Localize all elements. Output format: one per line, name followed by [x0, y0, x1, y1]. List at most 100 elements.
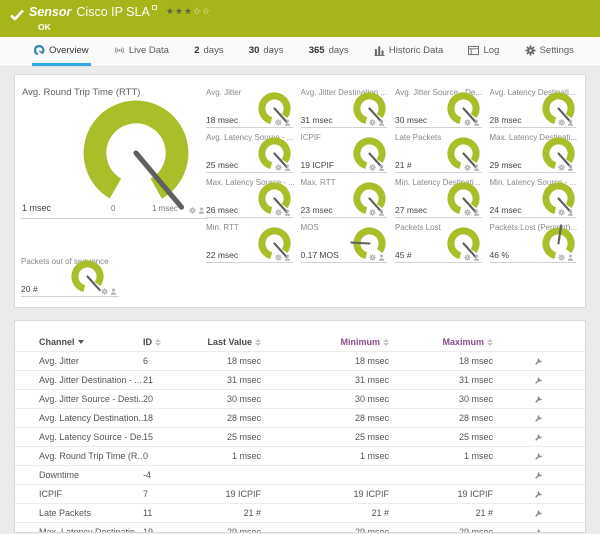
gauge-packets-lost[interactable]: Packets Lost 45 # — [395, 222, 490, 267]
tab-365-days[interactable]: 365 days — [307, 37, 351, 66]
gauge-mini-icons[interactable] — [274, 164, 291, 171]
gauge-mos[interactable]: MOS 0.17 MOS — [300, 222, 396, 267]
wrench-icon[interactable] — [534, 470, 544, 480]
gauge-avg-latency-source[interactable]: Avg. Latency Source - ... 25 msec — [206, 132, 301, 177]
gauge-gear-icon[interactable] — [558, 164, 565, 171]
tab-historic-data[interactable]: Historic Data — [372, 37, 445, 66]
gauge-gear-icon[interactable] — [369, 209, 376, 216]
gauge-gear-icon[interactable] — [558, 254, 565, 261]
wrench-icon[interactable] — [534, 489, 544, 499]
wrench-icon[interactable] — [534, 527, 544, 532]
gauge-min-rtt[interactable]: Min. RTT 22 msec — [206, 222, 301, 267]
gauge-person-icon[interactable] — [284, 119, 291, 126]
gauge-person-icon[interactable] — [284, 164, 291, 171]
table-row[interactable]: Avg. Jitter Source - Desti... 20 30 msec 30… — [15, 389, 585, 408]
gauge-avg-jitter-destination[interactable]: Avg. Jitter Destination ... 31 msec — [300, 87, 396, 132]
gauge-mini-icons[interactable] — [274, 209, 291, 216]
gauge-mini-icons[interactable] — [274, 119, 291, 126]
gauge-avg-jitter-source-de[interactable]: Avg. Jitter Source - De... 30 msec — [395, 87, 490, 132]
gauge-mini-icons[interactable] — [369, 119, 385, 126]
gauge-person-icon[interactable] — [284, 209, 291, 216]
gauge-gear-icon[interactable] — [463, 119, 471, 126]
wrench-icon[interactable] — [534, 356, 544, 366]
gauge-mini-icons[interactable] — [558, 164, 574, 171]
table-row[interactable]: Avg. Jitter Destination - ... 21 31 msec 31… — [15, 370, 585, 389]
gauge-mini-icons[interactable] — [189, 207, 205, 214]
gauge-gear-icon[interactable] — [101, 288, 108, 295]
gauge-person-icon[interactable] — [473, 164, 480, 171]
gauge-person-icon[interactable] — [473, 209, 480, 216]
gauge-mini-icons[interactable] — [369, 254, 385, 261]
gauge-gear-icon[interactable] — [463, 254, 471, 261]
gauge-avg-round-trip-time[interactable]: Avg. Round Trip Time (RTT) 1 msec 0 1 ms… — [21, 83, 207, 219]
gauge-gear-icon[interactable] — [274, 254, 282, 261]
gauge-avg-latency-destinati[interactable]: Avg. Latency Destinati... 28 msec — [489, 87, 585, 132]
wrench-icon[interactable] — [534, 451, 544, 461]
gauge-gear-icon[interactable] — [274, 119, 282, 126]
table-row[interactable]: Max. Latency Destinatio... 19 29 msec 29 ms… — [15, 522, 585, 532]
gauge-icpif[interactable]: ICPIF 19 ICPIF — [300, 132, 396, 177]
gauge-mini-icons[interactable] — [463, 209, 480, 216]
gauge-avg-jitter[interactable]: Avg. Jitter 18 msec — [206, 87, 301, 132]
wrench-icon[interactable] — [534, 375, 544, 385]
tab-settings[interactable]: Settings — [523, 37, 576, 66]
gauge-person-icon[interactable] — [473, 254, 480, 261]
gauge-mini-icons[interactable] — [274, 254, 291, 261]
gauge-mini-icons[interactable] — [369, 209, 385, 216]
gauge-person-icon[interactable] — [567, 254, 574, 261]
table-row[interactable]: Avg. Latency Destination... 18 28 msec 28 m… — [15, 408, 585, 427]
tab-overview[interactable]: Overview — [32, 37, 91, 66]
gauge-person-icon[interactable] — [567, 119, 574, 126]
gauge-gear-icon[interactable] — [558, 119, 565, 126]
wrench-icon[interactable] — [534, 413, 544, 423]
gauge-max-latency-destinati[interactable]: Max. Latency Destinati... 29 msec — [489, 132, 585, 177]
table-row[interactable]: ICPIF 7 19 ICPIF 19 ICPIF 19 ICPIF — [15, 484, 585, 503]
gauge-person-icon[interactable] — [378, 254, 385, 261]
priority-stars[interactable]: ★★★☆☆ — [166, 7, 211, 17]
gauge-gear-icon[interactable] — [463, 209, 471, 216]
gauge-person-icon[interactable] — [567, 209, 574, 216]
wrench-icon[interactable] — [534, 508, 544, 518]
gauge-gear-icon[interactable] — [463, 164, 471, 171]
gauge-max-rtt[interactable]: Max. RTT 23 msec — [300, 177, 396, 222]
column-header-channel[interactable]: Channel — [39, 337, 143, 347]
wrench-icon[interactable] — [534, 394, 544, 404]
gauge-gear-icon[interactable] — [274, 164, 282, 171]
gauge-person-icon[interactable] — [473, 119, 480, 126]
table-row[interactable]: Downtime -4 — [15, 465, 585, 484]
gauge-mini-icons[interactable] — [558, 119, 574, 126]
table-row[interactable]: Avg. Round Trip Time (R... 0 1 msec 1 msec 1… — [15, 446, 585, 465]
tab-live-data[interactable]: Live Data — [112, 37, 171, 66]
gauge-person-icon[interactable] — [378, 164, 385, 171]
gauge-mini-icons[interactable] — [463, 164, 480, 171]
gauge-person-icon[interactable] — [378, 119, 385, 126]
wrench-icon[interactable] — [534, 432, 544, 442]
gauge-min-latency-source[interactable]: Min. Latency Source - ... 24 msec — [489, 177, 585, 222]
gauge-person-icon[interactable] — [110, 288, 117, 295]
table-row[interactable]: Late Packets 11 21 # 21 # 21 # — [15, 503, 585, 522]
table-row[interactable]: Avg. Jitter 6 18 msec 18 msec 18 msec — [15, 351, 585, 370]
gauge-person-icon[interactable] — [284, 254, 291, 261]
gauge-person-icon[interactable] — [378, 209, 385, 216]
gauge-mini-icons[interactable] — [369, 164, 385, 171]
tab-log[interactable]: Log — [466, 37, 501, 66]
gauge-min-latency-destinati[interactable]: Min. Latency Destinati... 27 msec — [395, 177, 490, 222]
column-header-id[interactable]: ID — [143, 337, 183, 347]
gauge-mini-icons[interactable] — [558, 254, 574, 261]
gauge-packets-lost-percent[interactable]: Packets Lost (Percent)... 46 % — [489, 222, 585, 267]
column-header-minimum[interactable]: Minimum — [261, 337, 389, 347]
gauge-gear-icon[interactable] — [558, 209, 565, 216]
gauge-mini-icons[interactable] — [101, 288, 117, 295]
gauge-gear-icon[interactable] — [274, 209, 282, 216]
gauge-person-icon[interactable] — [567, 164, 574, 171]
tab-2-days[interactable]: 2 days — [192, 37, 225, 66]
gauge-person-icon[interactable] — [198, 207, 205, 214]
gauge-gear-icon[interactable] — [369, 254, 376, 261]
gauge-gear-icon[interactable] — [369, 119, 376, 126]
gauge-late-packets[interactable]: Late Packets 21 # — [395, 132, 490, 177]
gauge-mini-icons[interactable] — [558, 209, 574, 216]
column-header-last-value[interactable]: Last Value — [183, 337, 261, 347]
gauge-mini-icons[interactable] — [463, 119, 480, 126]
gauge-gear-icon[interactable] — [369, 164, 376, 171]
tab-30-days[interactable]: 30 days — [247, 37, 286, 66]
